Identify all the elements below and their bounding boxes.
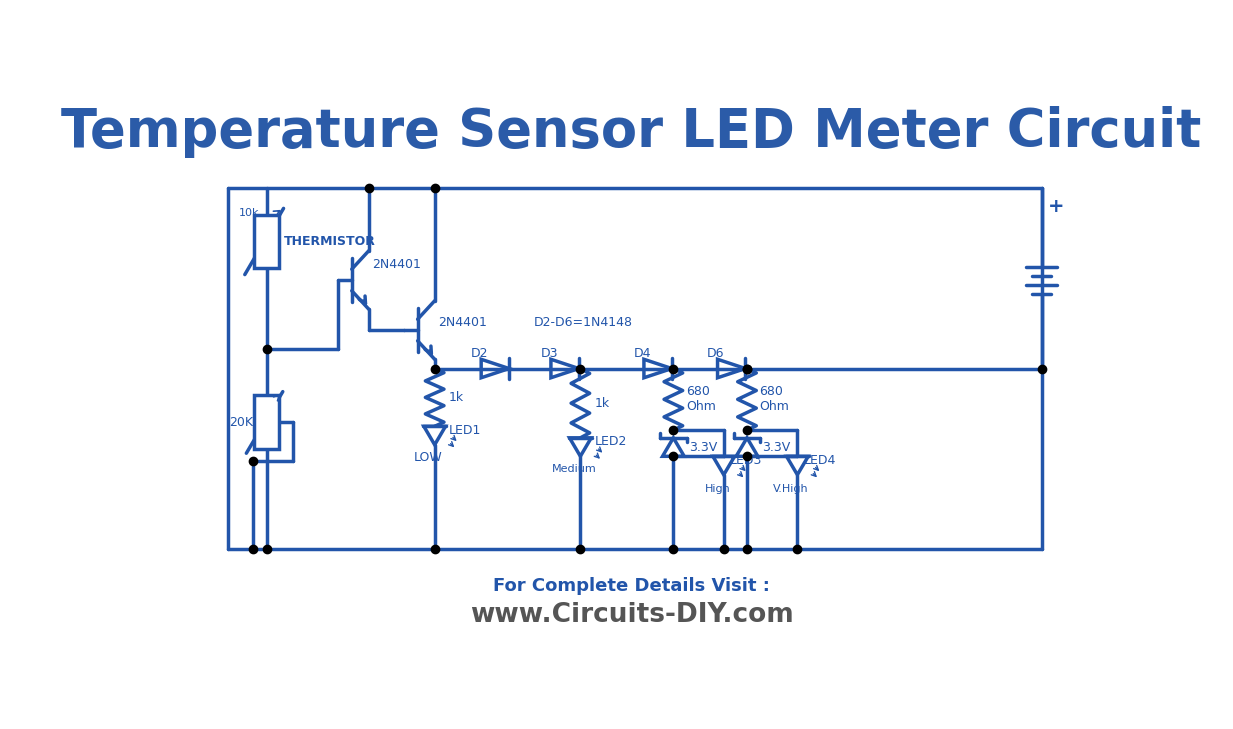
- Text: 20K: 20K: [229, 416, 253, 429]
- Text: 680
Ohm: 680 Ohm: [760, 386, 789, 413]
- Text: LOW: LOW: [414, 451, 443, 464]
- Text: D4: D4: [634, 346, 651, 359]
- Text: 2N4401: 2N4401: [438, 316, 487, 329]
- Text: 10k: 10k: [239, 208, 259, 218]
- Text: LED2: LED2: [594, 435, 626, 448]
- Text: 1k: 1k: [594, 397, 609, 410]
- Text: +: +: [1048, 198, 1064, 217]
- Text: For Complete Details Visit :: For Complete Details Visit :: [493, 577, 769, 596]
- Text: V.High: V.High: [773, 483, 809, 494]
- Text: 2N4401: 2N4401: [372, 258, 420, 271]
- Text: 1k: 1k: [449, 391, 464, 404]
- Text: D2: D2: [471, 346, 488, 359]
- Text: 3.3V: 3.3V: [762, 440, 790, 453]
- Text: www.Circuits-DIY.com: www.Circuits-DIY.com: [470, 602, 793, 628]
- Text: THERMISTOR: THERMISTOR: [284, 235, 375, 248]
- Text: 3.3V: 3.3V: [689, 440, 718, 453]
- Text: D6: D6: [708, 346, 725, 359]
- Bar: [254, 395, 279, 449]
- Text: D3: D3: [540, 346, 559, 359]
- Text: Temperature Sensor LED Meter Circuit: Temperature Sensor LED Meter Circuit: [62, 106, 1202, 158]
- Text: 680
Ohm: 680 Ohm: [686, 386, 715, 413]
- Text: High: High: [705, 483, 730, 494]
- Text: D2-D6=1N4148: D2-D6=1N4148: [534, 316, 633, 329]
- Text: LED3: LED3: [730, 453, 762, 467]
- Text: LED4: LED4: [804, 453, 836, 467]
- Text: Medium: Medium: [552, 464, 597, 474]
- Bar: [254, 214, 279, 268]
- Text: LED1: LED1: [449, 424, 481, 437]
